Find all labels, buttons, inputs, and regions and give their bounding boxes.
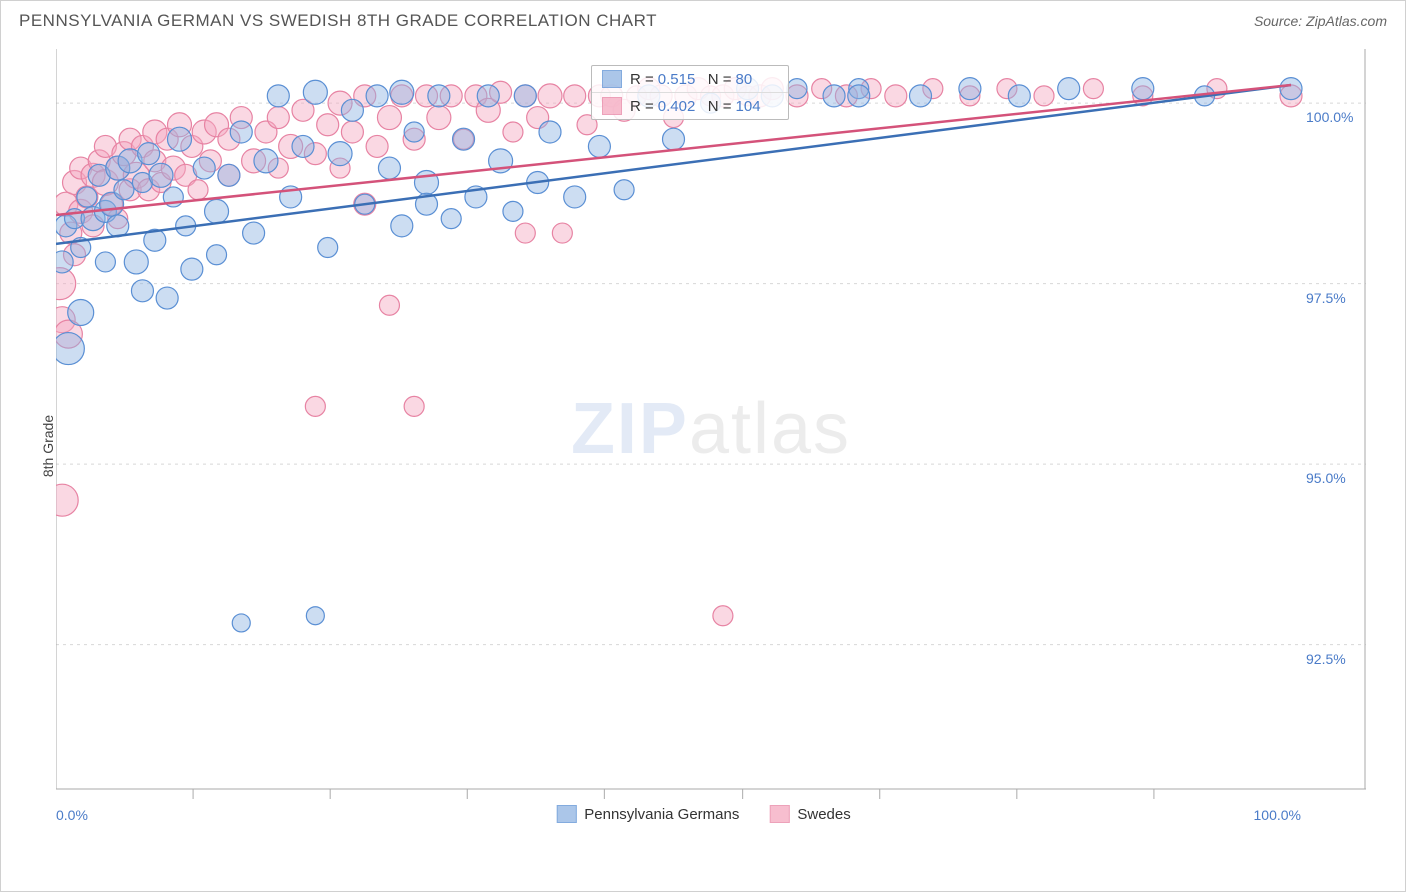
chart-area: R = 0.515N = 80R = 0.402N = 104 ZIPatlas [56,49,1366,809]
stat-r-label: R = [630,98,654,115]
y-tick-label: 100.0% [1306,109,1366,125]
y-tick-label: 92.5% [1306,651,1366,667]
chart-source: Source: ZipAtlas.com [1254,13,1387,29]
stat-n-label: N = [708,98,732,115]
legend-swatch-icon [556,805,576,823]
legend-swatch-icon [769,805,789,823]
stat-n-value: 80 [736,71,778,88]
x-tick-label: 0.0% [56,807,88,823]
stat-r-label: R = [630,71,654,88]
scatter-plot-svg [56,49,1366,809]
bottom-legend: Pennsylvania Germans Swedes [556,805,850,823]
legend-item: Pennsylvania Germans [556,805,739,823]
legend-label: Swedes [797,806,850,823]
stats-row: R = 0.402 N = 104 [592,93,788,119]
y-axis-label: 8th Grade [40,415,56,477]
legend-label: Pennsylvania Germans [584,806,739,823]
stats-swatch-icon [602,70,622,88]
y-tick-label: 95.0% [1306,470,1366,486]
stat-r-value: 0.402 [658,98,700,115]
x-tick-label: 100.0% [1241,807,1301,823]
stat-n-value: 104 [736,98,778,115]
stats-swatch-icon [602,97,622,115]
chart-title: PENNSYLVANIA GERMAN VS SWEDISH 8TH GRADE… [19,11,657,31]
stats-row: R = 0.515 N = 80 [592,66,788,93]
legend-item: Swedes [769,805,850,823]
stat-r-value: 0.515 [658,71,700,88]
stats-box: R = 0.515 N = 80 R = 0.402 N = 104 [591,65,789,120]
stat-n-label: N = [708,71,732,88]
y-tick-label: 97.5% [1306,290,1366,306]
